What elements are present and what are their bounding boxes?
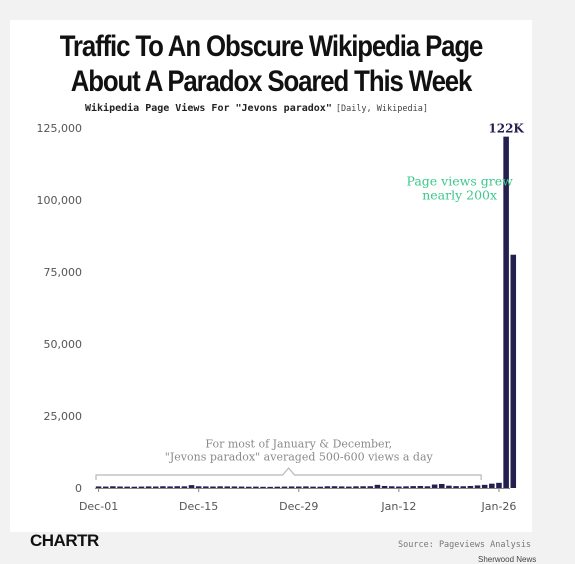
bar — [396, 486, 402, 488]
bar — [217, 486, 223, 488]
x-tick-label: Jan-26 — [481, 500, 517, 513]
bar — [138, 486, 145, 488]
chart-card: Traffic To An Obscure Wikipedia Page Abo… — [10, 20, 536, 564]
bar — [331, 486, 338, 488]
chart-subtitle-note: [Daily, Wikipedia] — [335, 104, 428, 114]
credit-note: Sherwood News — [478, 555, 537, 564]
bar — [367, 486, 374, 488]
bar — [131, 486, 138, 488]
x-tick-label: Dec-01 — [79, 500, 118, 513]
bar-chart: 0 25,000 50,000 75,000 100,000 125,000 Dec-01 D… — [37, 122, 525, 513]
bar — [439, 483, 445, 488]
bar — [167, 486, 173, 488]
bar — [460, 486, 466, 488]
bar — [489, 483, 495, 488]
bar — [238, 486, 245, 488]
bar — [181, 486, 188, 488]
bar — [174, 486, 180, 488]
bar — [503, 136, 509, 488]
bar — [296, 486, 302, 488]
annotation-baseline: "Jevons paradox" averaged 500-600 views … — [165, 451, 434, 464]
bar — [417, 485, 424, 488]
source-note: Source: Pageviews Analysis — [398, 540, 532, 550]
y-tick-label: 25,000 — [44, 410, 83, 423]
bar — [253, 486, 259, 488]
bar — [403, 486, 409, 488]
annotation-growth: Page views grew — [407, 174, 514, 189]
bar — [267, 486, 273, 488]
bar — [310, 486, 316, 488]
bar — [117, 486, 123, 488]
bar — [374, 484, 381, 488]
bar — [474, 485, 481, 488]
bar — [481, 484, 488, 488]
bar — [346, 486, 352, 488]
bar — [510, 254, 517, 488]
chart-title-line-1: Traffic To An Obscure Wikipedia Page — [59, 30, 484, 63]
bar — [424, 486, 431, 488]
bar — [160, 486, 166, 488]
bar — [110, 486, 116, 488]
bar — [195, 486, 202, 488]
bar — [124, 486, 130, 488]
y-tick-label: 0 — [75, 482, 82, 495]
chart-subtitle-main: Wikipedia Page Views For "Jevons paradox… — [85, 103, 332, 114]
bar — [446, 485, 452, 488]
annotation-growth: nearly 200x — [422, 188, 497, 203]
chart-subtitle: Wikipedia Page Views For "Jevons paradox… — [85, 103, 428, 114]
bar — [353, 486, 359, 488]
bar — [338, 486, 345, 488]
bar — [153, 486, 159, 488]
bar — [203, 486, 209, 488]
y-tick-label: 125,000 — [37, 122, 83, 135]
bar — [145, 486, 152, 488]
bar — [231, 486, 238, 488]
bar — [95, 486, 102, 488]
bar — [303, 486, 309, 488]
bar — [431, 484, 438, 488]
bar — [381, 485, 388, 488]
bar — [245, 486, 252, 488]
bar — [102, 486, 109, 488]
bar — [210, 486, 216, 488]
bar — [260, 486, 266, 488]
annotation-baseline: For most of January & December, — [205, 438, 392, 451]
bar — [324, 486, 331, 488]
bar — [288, 486, 295, 488]
bar — [467, 485, 474, 488]
bar — [496, 482, 502, 488]
chart-title-line-2: About A Paradox Soared This Week — [70, 65, 473, 98]
bar — [453, 486, 459, 488]
bar — [410, 486, 416, 488]
chartr-logo: CHARTR — [30, 531, 99, 550]
bar — [360, 486, 366, 488]
bar — [281, 486, 288, 488]
bar — [317, 486, 323, 488]
bar — [274, 486, 281, 488]
bar — [224, 486, 231, 488]
y-tick-label: 75,000 — [44, 266, 83, 279]
bar — [188, 485, 195, 488]
x-tick-label: Jan-12 — [380, 500, 416, 513]
peak-value-label: 122K — [488, 122, 524, 136]
bar — [388, 486, 395, 488]
y-tick-label: 50,000 — [44, 338, 83, 351]
x-tick-label: Dec-29 — [279, 500, 318, 513]
x-tick-label: Dec-15 — [179, 500, 218, 513]
y-tick-label: 100,000 — [37, 194, 83, 207]
annotation-bracket — [95, 467, 482, 480]
